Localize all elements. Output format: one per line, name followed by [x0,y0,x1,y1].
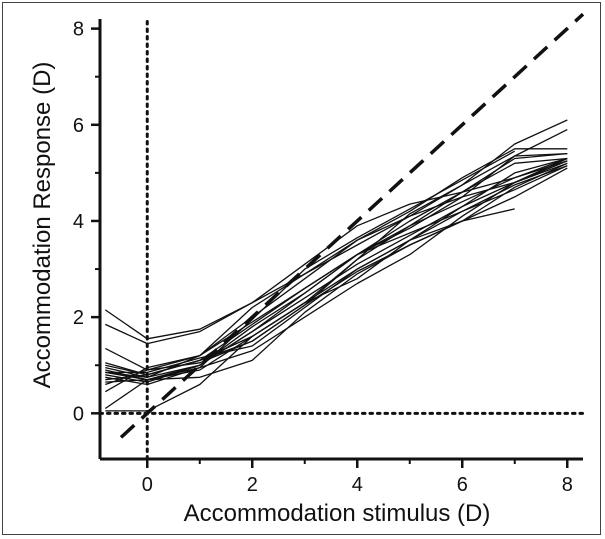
series-line-17 [105,150,516,381]
x-tick-label: 6 [457,474,468,496]
y-tick-label: 0 [73,403,84,425]
series-line-6 [105,165,568,381]
x-tick-label: 0 [142,474,153,496]
series-line-14 [105,157,568,412]
y-tick-label: 6 [73,115,84,137]
tick-marks [91,27,569,468]
y-axis-title: Accommodation Response (D) [29,62,56,389]
tick-labels: 0 2 4 6 8 0 2 4 6 8 [73,19,573,496]
series-line-2 [105,157,568,345]
axes [98,19,583,461]
series-line-3 [105,160,568,371]
series-line-16 [105,119,568,376]
chart-figure: 0 2 4 6 8 0 2 4 6 8 Accommodation stimulus (D) Ac… [2,2,601,535]
y-tick-label: 8 [73,19,84,41]
y-tick-label: 2 [73,307,84,329]
x-tick-label: 4 [352,474,363,496]
series-line-18 [105,165,568,383]
reference-lines [98,12,585,461]
identity-line [119,12,585,439]
y-tick-label: 4 [73,211,84,233]
series-line-13 [104,152,568,393]
chart-canvas: 0 2 4 6 8 0 2 4 6 8 Accommodation stimulus (D) Ac… [29,12,585,527]
x-tick-label: 8 [562,474,573,496]
series-line-12 [105,157,568,386]
series-lines [104,119,568,412]
series-line-15 [104,208,515,410]
series-line-11 [105,162,568,386]
x-tick-label: 2 [247,474,258,496]
x-axis-title: Accommodation stimulus (D) [184,500,491,527]
